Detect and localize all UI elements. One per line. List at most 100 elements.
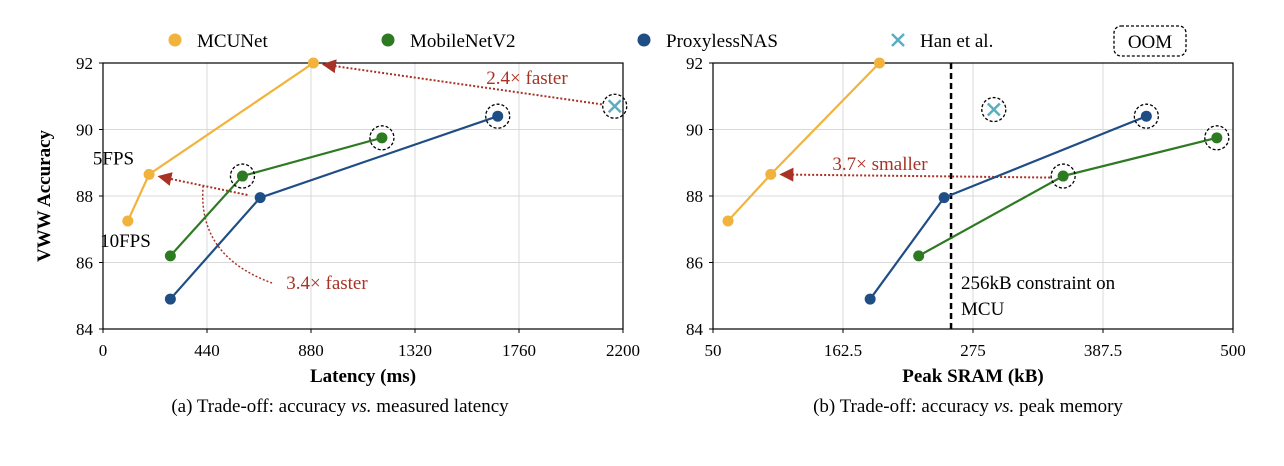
legend-label: OOM	[1128, 32, 1172, 53]
x-axis-title: Peak SRAM (kB)	[902, 366, 1043, 387]
x-tick-label: 500	[1220, 341, 1246, 360]
legend-item-oom: OOM	[1113, 25, 1187, 57]
y-tick-label: 86	[76, 254, 93, 273]
oom-marker	[1050, 163, 1076, 189]
x-tick-label: 275	[960, 341, 986, 360]
legend-label: MobileNetV2	[410, 31, 516, 52]
data-point-mobilenetv2	[376, 132, 388, 144]
series-line-proxylessnas	[169, 115, 499, 300]
y-tick-label: 90	[76, 121, 93, 140]
data-point-mcunet	[122, 215, 134, 227]
data-point-mcunet	[143, 168, 155, 180]
legend-marker	[381, 33, 395, 47]
x-axis-title: Latency (ms)	[310, 366, 416, 387]
x-tick-label: 1760	[502, 341, 536, 360]
legend: MCUNet MobileNetV2 ProxylessNAS Han et al. O…	[168, 25, 1187, 57]
series-line-mobilenetv2	[169, 136, 383, 257]
series-line-proxylessnas	[869, 115, 1147, 300]
x-tick-label: 387.5	[1084, 341, 1122, 360]
data-point-mcunet	[307, 57, 319, 69]
annotation-label: 3.4× faster	[286, 273, 368, 294]
annotation-arrow	[321, 59, 603, 106]
data-point-mcunet	[873, 57, 885, 69]
data-point-mobilenetv2	[236, 170, 248, 182]
legend-oom-box	[1113, 25, 1187, 57]
y-tick-label: 84	[686, 320, 704, 339]
data-point-proxylessnas	[1140, 110, 1152, 122]
x-tick-label: 50	[705, 341, 722, 360]
legend-item-proxylessnas: ProxylessNAS	[637, 31, 778, 52]
panel-caption: (b) Trade-off: accuracy vs. peak memory	[813, 396, 1123, 417]
legend-label: MCUNet	[197, 31, 268, 52]
y-tick-label: 90	[686, 121, 703, 140]
data-point-proxylessnas	[492, 110, 504, 122]
series-mobilenetv2	[164, 125, 395, 262]
oom-marker	[1204, 125, 1230, 151]
y-tick-label: 88	[76, 187, 93, 206]
series-mcunet	[722, 57, 885, 227]
series-line-mcunet	[727, 62, 881, 222]
data-point-han-et-al	[986, 102, 1001, 117]
caption-part: measured latency	[371, 396, 509, 417]
panel-a-latency: 0 440 880 1320 1760 2200 84 86 88 90 92 Latency (ms…	[34, 54, 640, 417]
oom-marker	[229, 163, 256, 189]
caption-part: vs.	[994, 396, 1015, 417]
data-point-proxylessnas	[864, 293, 876, 305]
legend-marker-x	[891, 33, 905, 47]
legend-item-mcunet: MCUNet	[168, 31, 268, 52]
data-point-proxylessnas	[164, 293, 176, 305]
data-point-proxylessnas	[254, 192, 266, 204]
legend-label: ProxylessNAS	[666, 31, 778, 52]
caption-part: (a) Trade-off: accuracy	[171, 396, 351, 417]
y-tick-label: 84	[76, 320, 94, 339]
constraint-label: MCU	[961, 299, 1005, 320]
data-point-mobilenetv2	[1057, 170, 1069, 182]
x-tick-label: 880	[298, 341, 324, 360]
caption-part: peak memory	[1014, 396, 1123, 417]
series-mcunet	[122, 57, 319, 227]
annotation-arrow	[779, 167, 1051, 182]
series-han-et-al	[981, 96, 1007, 123]
y-tick-label: 92	[76, 54, 93, 73]
data-point-han-et-al	[607, 99, 622, 114]
x-tick-label: 162.5	[824, 341, 862, 360]
panel-caption: (a) Trade-off: accuracy vs. measured lat…	[171, 396, 509, 417]
caption-part: vs.	[351, 396, 372, 417]
x-tick-label: 0	[99, 341, 108, 360]
x-tick-label: 1320	[398, 341, 432, 360]
data-point-mcunet	[765, 168, 777, 180]
series-mobilenetv2	[913, 125, 1230, 262]
series-proxylessnas	[164, 103, 511, 305]
series-han-et-al	[602, 93, 628, 119]
x-tick-label: 2200	[606, 341, 640, 360]
y-tick-label: 92	[686, 54, 703, 73]
legend-marker	[168, 33, 182, 47]
y-tick-label: 86	[686, 254, 703, 273]
x-tick-label: 440	[194, 341, 220, 360]
annotation-label: 2.4× faster	[486, 68, 568, 89]
y-axis-title: VWW Accuracy	[34, 129, 55, 262]
point-label-10fps: 10FPS	[100, 231, 151, 252]
point-label-5fps: 5FPS	[93, 148, 134, 169]
series-proxylessnas	[864, 103, 1159, 305]
y-tick-label: 88	[686, 187, 703, 206]
panel-b-peak-sram: 50 162.5 275 387.5 500 84 86 88 90 92 Peak SRAM (k…	[686, 54, 1246, 417]
legend-item-han-et-al: Han et al.	[891, 31, 993, 52]
series-line-mcunet	[126, 62, 314, 222]
annotation-leader	[201, 185, 273, 284]
oom-marker	[602, 93, 628, 119]
oom-marker	[981, 96, 1007, 123]
data-point-mobilenetv2	[1211, 132, 1223, 144]
data-point-mobilenetv2	[913, 250, 925, 262]
annotation-label: 3.7× smaller	[832, 154, 928, 175]
oom-marker	[1133, 103, 1159, 129]
legend-label: Han et al.	[920, 31, 993, 52]
constraint-label: 256kB constraint on	[961, 273, 1116, 294]
oom-marker	[369, 125, 395, 151]
data-point-mcunet	[722, 215, 734, 227]
legend-item-mobilenetv2: MobileNetV2	[381, 31, 516, 52]
data-point-proxylessnas	[938, 192, 950, 204]
data-point-mobilenetv2	[164, 250, 176, 262]
legend-marker	[637, 33, 651, 47]
